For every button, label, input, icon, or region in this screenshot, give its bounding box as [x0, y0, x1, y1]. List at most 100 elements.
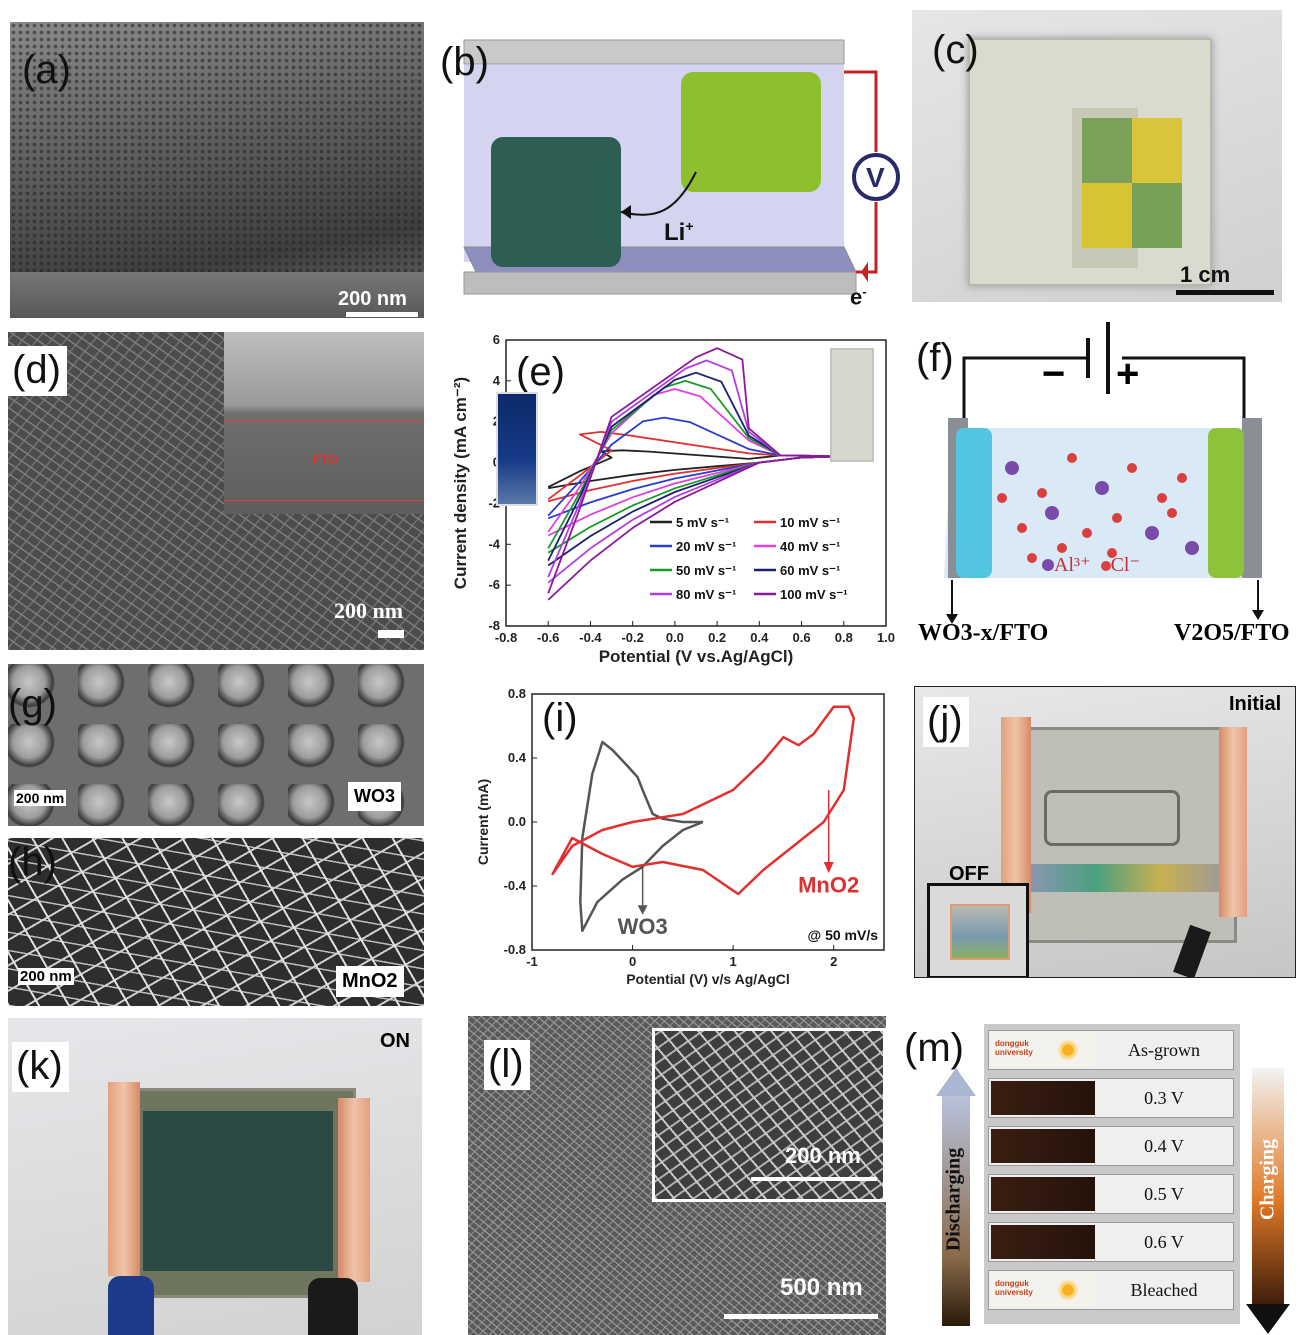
panel-g: (g) 200 nm WO3: [8, 664, 424, 826]
ion-dot: [1095, 481, 1109, 495]
scale-bar-label: 500 nm: [780, 1274, 863, 1301]
black-probe: [308, 1278, 358, 1335]
copper-tape-right: [338, 1098, 370, 1282]
scale-bar: [346, 312, 418, 317]
panel-label: (l): [484, 1040, 530, 1090]
ion-dot: [1045, 506, 1059, 520]
y-tick-label: -0.8: [504, 942, 526, 957]
ion-dot: [1005, 461, 1019, 475]
panel-label: (j): [923, 697, 969, 747]
y-tick-label: 4: [493, 373, 501, 388]
colored-film: [991, 1081, 1095, 1115]
x-tick-label: 0: [629, 954, 636, 969]
cross-section-inset: FTO: [224, 332, 424, 514]
zoom-inset: 200 nm: [652, 1028, 886, 1202]
y-axis-label: Current (mA): [475, 779, 491, 865]
scale-bar-label: 200 nm: [338, 288, 407, 310]
electrochromic-device-square: [1082, 118, 1182, 248]
legend-entry: 60 mV s⁻¹: [780, 563, 840, 578]
wo3-electrode: [956, 428, 992, 578]
x-tick-label: 0.2: [708, 630, 726, 645]
cv-chart-i: -1 0 1 2 -0.8 -0.4 0.0 0.4 0.8 Potential (V) v/s …: [475, 686, 885, 987]
scan-rate-annotation: @ 50 mV/s: [808, 927, 879, 943]
scale-bar-label: 200 nm: [18, 968, 74, 985]
cathode-mesh: [681, 72, 821, 192]
ion-dot: [1157, 493, 1167, 503]
ion-dot: [1107, 548, 1117, 558]
panel-m: (m) Discharging Charging dongguk univers…: [898, 1018, 1300, 1335]
x-tick-label: -1: [526, 954, 538, 969]
device-body: [1021, 727, 1237, 943]
legend-entry: 20 mV s⁻¹: [676, 539, 736, 554]
university-logo: dongguk university: [995, 1279, 1033, 1297]
x-tick-label: -0.2: [621, 630, 643, 645]
y-tick-label: 0.0: [508, 814, 526, 829]
mno2-arrowhead: [823, 862, 834, 874]
ion-dot: [1112, 513, 1122, 523]
electrode-strip: dongguk university As-grown: [988, 1030, 1234, 1070]
charging-arrow: Charging: [1246, 1068, 1290, 1335]
y-tick-label: -4: [488, 536, 500, 551]
x-tick-label: 0.0: [666, 630, 684, 645]
charging-label: Charging: [1256, 1138, 1279, 1221]
electrode-strip: 0.6 V: [988, 1222, 1234, 1262]
strip-label: 0.3 V: [1144, 1088, 1184, 1108]
panel-b: (b) V Li+ e-: [436, 22, 900, 318]
strip-label: 0.4 V: [1144, 1136, 1184, 1156]
panel-f: (f) − + Al³⁺ Cl⁻ WO3-x/FTO V2O5/FTO: [912, 318, 1300, 658]
legend-entry: 5 mV s⁻¹: [676, 515, 729, 530]
material-label: MnO2: [336, 966, 404, 997]
x-tick-label: -0.8: [495, 630, 517, 645]
inset-scale-label: 200 nm: [785, 1143, 861, 1168]
electrode-strip: 0.5 V: [988, 1174, 1234, 1214]
y-tick-label: -2: [488, 495, 500, 510]
sun-icon: [1057, 1039, 1079, 1061]
scale-bar: [724, 1314, 878, 1319]
x-tick-label: 0.6: [793, 630, 811, 645]
battery-schematic: [463, 39, 900, 295]
panel-h: (h) 200 nm MnO2: [8, 838, 424, 1006]
panel-label: (k): [12, 1042, 69, 1092]
ion-dot: [1185, 541, 1199, 555]
scale-bar-label: 200 nm: [334, 598, 404, 623]
legend-entry: 40 mV s⁻¹: [780, 539, 840, 554]
panel-label: (m): [904, 1026, 964, 1070]
cv-chart-e: -0.8 -0.6 -0.4 -0.2 0.0 0.2 0.4 0.6 0.8 1.0 -8 -6 -4…: [451, 332, 895, 666]
panel-label: (h): [8, 840, 57, 884]
discharging-arrow: Discharging: [936, 1068, 976, 1326]
ion-dot: [1145, 526, 1159, 540]
bleached-cuvette-photo: [830, 348, 874, 462]
strip-label: As-grown: [1128, 1040, 1200, 1060]
scale-bar: [378, 630, 404, 638]
discharging-label: Discharging: [942, 1147, 965, 1252]
panel-label: (c): [932, 28, 979, 72]
ion-dot: [1177, 473, 1187, 483]
wo3-arrowhead: [637, 905, 648, 915]
strip-label: Bleached: [1130, 1280, 1198, 1300]
colored-film: [991, 1225, 1095, 1259]
panel-label: (a): [22, 48, 71, 92]
scale-bar: [1176, 290, 1274, 295]
panel-i: -1 0 1 2 -0.8 -0.4 0.0 0.4 0.8 Potential (V) v/s …: [438, 676, 898, 1010]
ion-dot: [1027, 553, 1037, 563]
x-tick-label: -0.4: [579, 630, 602, 645]
x-tick-label: 1.0: [877, 630, 895, 645]
x-axis-label: Potential (V vs.Ag/AgCl): [599, 647, 794, 666]
panel-d: FTO (d) 200 nm: [8, 332, 424, 650]
strip-label: 0.6 V: [1144, 1232, 1184, 1252]
panel-label: (i): [542, 696, 578, 740]
panel-k: (k) ON: [8, 1018, 422, 1335]
logo-patch: dongguk university: [991, 1033, 1095, 1067]
panel-e: -0.8 -0.6 -0.4 -0.2 0.0 0.2 0.4 0.6 0.8 1.0 -8 -6 -4…: [444, 330, 896, 670]
logo-patch: dongguk university: [991, 1273, 1095, 1307]
panel-label: (f): [916, 336, 954, 380]
y-tick-label: 6: [493, 332, 500, 347]
cv-curve: [579, 740, 704, 933]
legend-entry: 80 mV s⁻¹: [676, 587, 736, 602]
copper-tape-right: [1219, 727, 1247, 917]
copper-tape-left: [1001, 717, 1031, 913]
fto-label: FTO: [312, 452, 338, 467]
strip-label: 0.5 V: [1144, 1184, 1184, 1204]
electrode-strip: dongguk university Bleached: [988, 1270, 1234, 1310]
electrode-strip: 0.3 V: [988, 1078, 1234, 1118]
